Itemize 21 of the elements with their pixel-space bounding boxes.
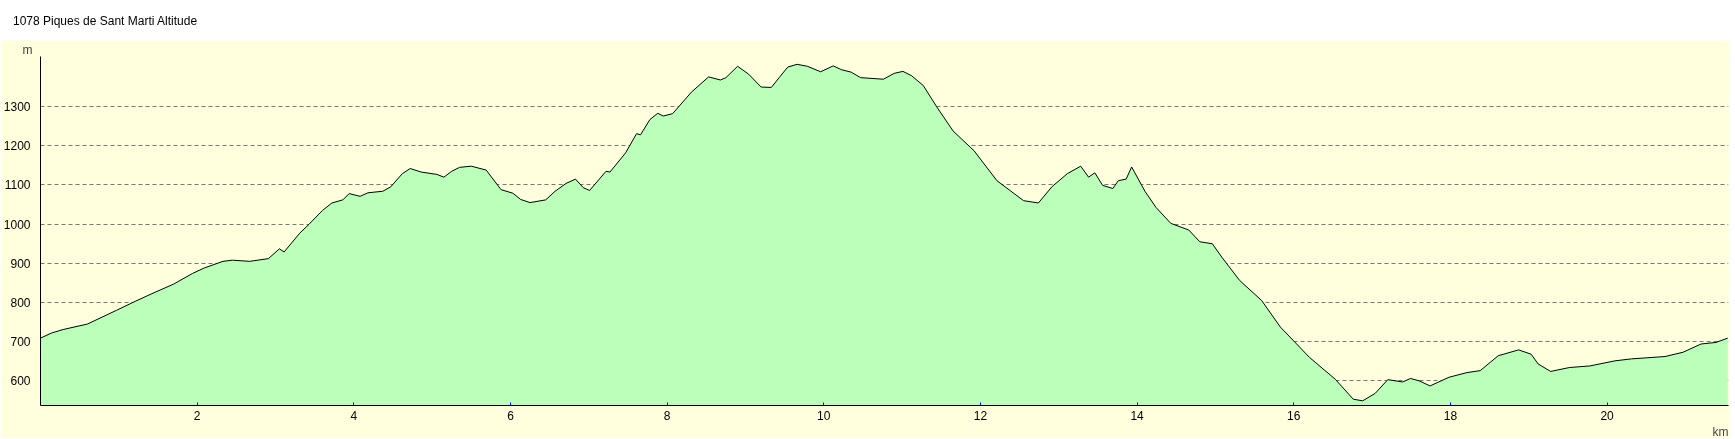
- y-tick-label: 600: [10, 374, 31, 389]
- y-tick-label: 1100: [4, 178, 31, 193]
- x-axis-title: km: [1712, 424, 1729, 439]
- y-tick-label: 1300: [3, 100, 31, 115]
- y-tick-label: 800: [10, 295, 31, 310]
- x-tick-label: 10: [817, 408, 831, 423]
- x-tick-label: 18: [1443, 408, 1458, 423]
- x-tick-label: 14: [1130, 408, 1145, 423]
- y-tick-label: 700: [10, 335, 31, 350]
- x-tick-label: 20: [1600, 408, 1615, 423]
- y-tick-label: 900: [10, 256, 31, 271]
- x-tick-label: 12: [973, 408, 988, 423]
- y-tick-label: 1200: [3, 139, 31, 154]
- x-tick-label: 16: [1287, 408, 1301, 423]
- y-tick-label: 1000: [3, 217, 31, 232]
- x-tick-label: 2: [193, 408, 201, 423]
- y-axis-title: m: [22, 42, 33, 57]
- x-tick-label: 8: [663, 408, 671, 423]
- x-tick-label: 6: [507, 408, 515, 423]
- x-tick-label: 4: [350, 408, 358, 423]
- chart-title: 1078 Piques de Sant Marti Altitude: [13, 13, 198, 30]
